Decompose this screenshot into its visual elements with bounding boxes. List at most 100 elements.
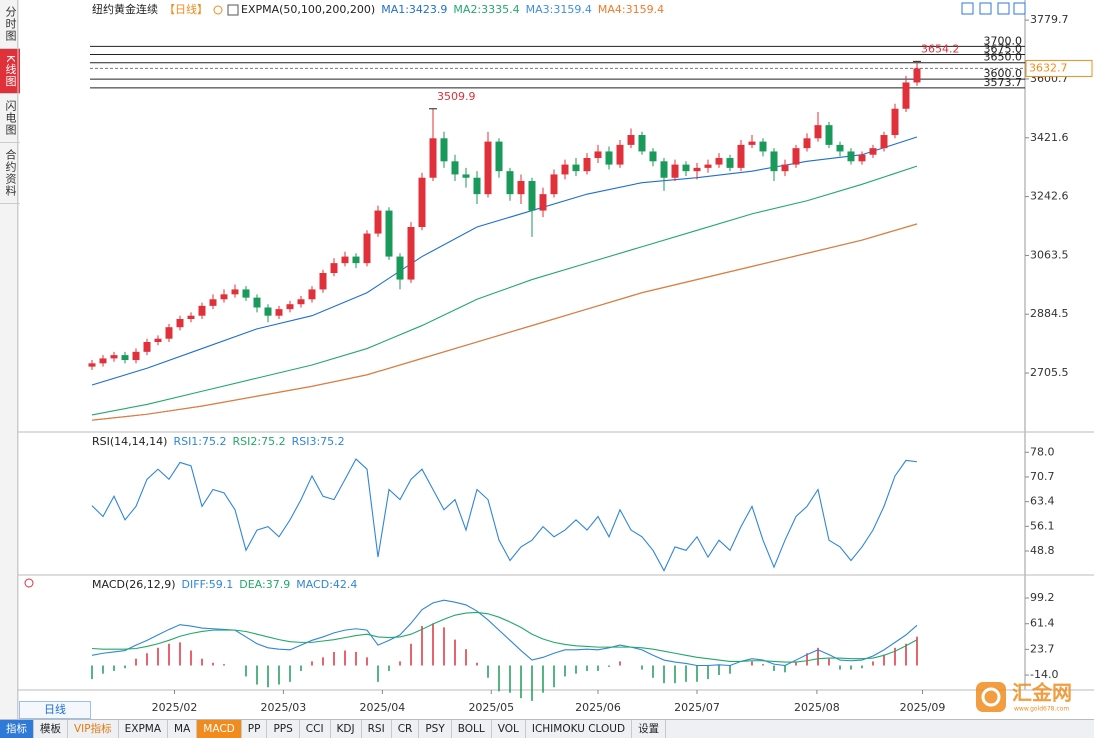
candle-body (704, 164, 712, 168)
toolbar: 指标 模板 VIP指标 EXPMA MA MACD PP PPS CCI KDJ RSI CR PSY B… (0, 719, 1094, 738)
legend-text: MA4:3159.4 (598, 3, 664, 16)
toolbar-tab[interactable]: ICHIMOKU CLOUD (526, 720, 633, 738)
candle-body (605, 151, 613, 165)
candle-body (198, 305, 206, 316)
candle-body (770, 151, 778, 172)
sidebar-tab[interactable]: 闪电图 (0, 94, 20, 144)
toolbar-tab[interactable]: VIP指标 (68, 720, 119, 738)
legend-text: RSI3:75.2 (292, 435, 345, 448)
x-tick-label: 2025/06 (575, 701, 621, 714)
indicator-line (91, 611, 918, 663)
y-tick-label: 63.4 (1030, 495, 1055, 508)
candle-body (693, 167, 701, 172)
y-tick-label: 3063.5 (1030, 248, 1069, 261)
toolbar-tab[interactable]: PPS (267, 720, 300, 738)
x-tick-label: 2025/04 (360, 701, 406, 714)
y-tick-label: 78.0 (1030, 445, 1055, 458)
ma-line (91, 223, 918, 421)
high-label: 3654.2 (921, 42, 960, 55)
toolbar-tab[interactable]: BOLL (452, 720, 492, 738)
y-tick-label: 2705.5 (1030, 366, 1069, 379)
candle-body (121, 355, 129, 361)
candle-body (550, 174, 558, 195)
toolbar-tab[interactable]: MA (168, 720, 198, 738)
y-tick-label: 56.1 (1030, 519, 1055, 532)
candle-body (715, 158, 723, 165)
high-label: 3509.9 (437, 90, 476, 103)
candle-body (484, 141, 492, 195)
y-tick-label: 3242.6 (1030, 190, 1069, 203)
y-tick-label: -14.0 (1030, 668, 1058, 681)
toolbar-tab[interactable]: RSI (362, 720, 392, 738)
legend-text: 纽约黄金连续 (92, 2, 158, 16)
toolbar-tab[interactable]: PSY (419, 720, 452, 738)
toolbar-tab[interactable]: CCI (300, 720, 331, 738)
legend-text: MACD:42.4 (296, 578, 357, 591)
price-level-label: 3650.0 (984, 51, 1023, 64)
candle-body (737, 144, 745, 168)
candle-body (473, 177, 481, 195)
sidebar-tab[interactable]: K线图 (0, 49, 20, 95)
toolbar-tab[interactable]: 模板 (34, 720, 68, 738)
candle-body (165, 327, 173, 339)
candle-body (858, 154, 866, 162)
candle-body (143, 341, 151, 352)
candle-body (902, 82, 910, 109)
candle-body (187, 315, 195, 319)
y-tick-label: 48.8 (1030, 544, 1055, 557)
legend-text: MA2:3335.4 (453, 3, 519, 16)
legend-text: 【日线】 (164, 2, 208, 16)
ma-line (91, 223, 918, 421)
logo-url: www.gold678.com (1014, 706, 1069, 713)
ma-line (91, 165, 918, 416)
toolbar-tab[interactable]: KDJ (331, 720, 362, 738)
candle-body (407, 227, 415, 280)
toolbar-icons[interactable] (961, 2, 1026, 15)
sidebar-tab[interactable]: 合约资料 (0, 143, 20, 205)
toolbar-tab[interactable]: PP (242, 720, 268, 738)
candle-body (517, 181, 525, 195)
candle-body (88, 363, 96, 367)
candle-body (385, 210, 393, 257)
candle-body (660, 161, 668, 178)
toolbar-tab[interactable]: MACD (197, 720, 242, 738)
toolbar-tab[interactable]: CR (392, 720, 420, 738)
logo: 汇金网 www.gold678.com (976, 681, 1072, 713)
toolbar-tab[interactable]: 指标 (0, 720, 34, 738)
x-tick-label: 2025/09 (900, 701, 946, 714)
candle-body (528, 181, 536, 211)
toolbar-tab[interactable]: VOL (492, 720, 526, 738)
indicator-icon (227, 4, 239, 16)
indicator-line (91, 458, 918, 572)
settings-icon[interactable] (24, 578, 34, 588)
toolbar-tab[interactable]: EXPMA (119, 720, 169, 738)
candle-body (264, 307, 272, 316)
candle-body (330, 263, 338, 273)
candle-body (506, 171, 514, 195)
last-price-label: 3632.7 (1029, 61, 1068, 74)
candle-body (572, 164, 580, 172)
candle-body (792, 148, 800, 165)
candle-body (649, 151, 657, 162)
candle-body (352, 256, 360, 264)
candle-body (132, 351, 140, 361)
y-tick-label: 23.7 (1030, 642, 1055, 655)
period-button[interactable]: 日线 (19, 701, 91, 719)
legend-text: DIFF:59.1 (182, 578, 234, 591)
candle-body (627, 135, 635, 145)
candle-body (220, 294, 228, 300)
legend-text: EXPMA(50,100,200,200) (241, 3, 375, 16)
candle-body (748, 141, 756, 145)
x-tick-label: 2025/07 (674, 701, 720, 714)
sidebar-tab[interactable]: 分时图 (0, 0, 20, 49)
y-tick-label: 3779.7 (1030, 13, 1069, 26)
candle-body (363, 233, 371, 264)
x-tick-label: 2025/02 (152, 701, 198, 714)
candle-body (759, 141, 767, 152)
candle-body (539, 194, 547, 211)
candle-body (176, 318, 184, 328)
y-tick-label: 61.4 (1030, 617, 1055, 630)
price-level-label: 3700.0 (984, 34, 1023, 47)
toolbar-tab[interactable]: 设置 (632, 720, 667, 738)
candle-body (847, 151, 855, 162)
